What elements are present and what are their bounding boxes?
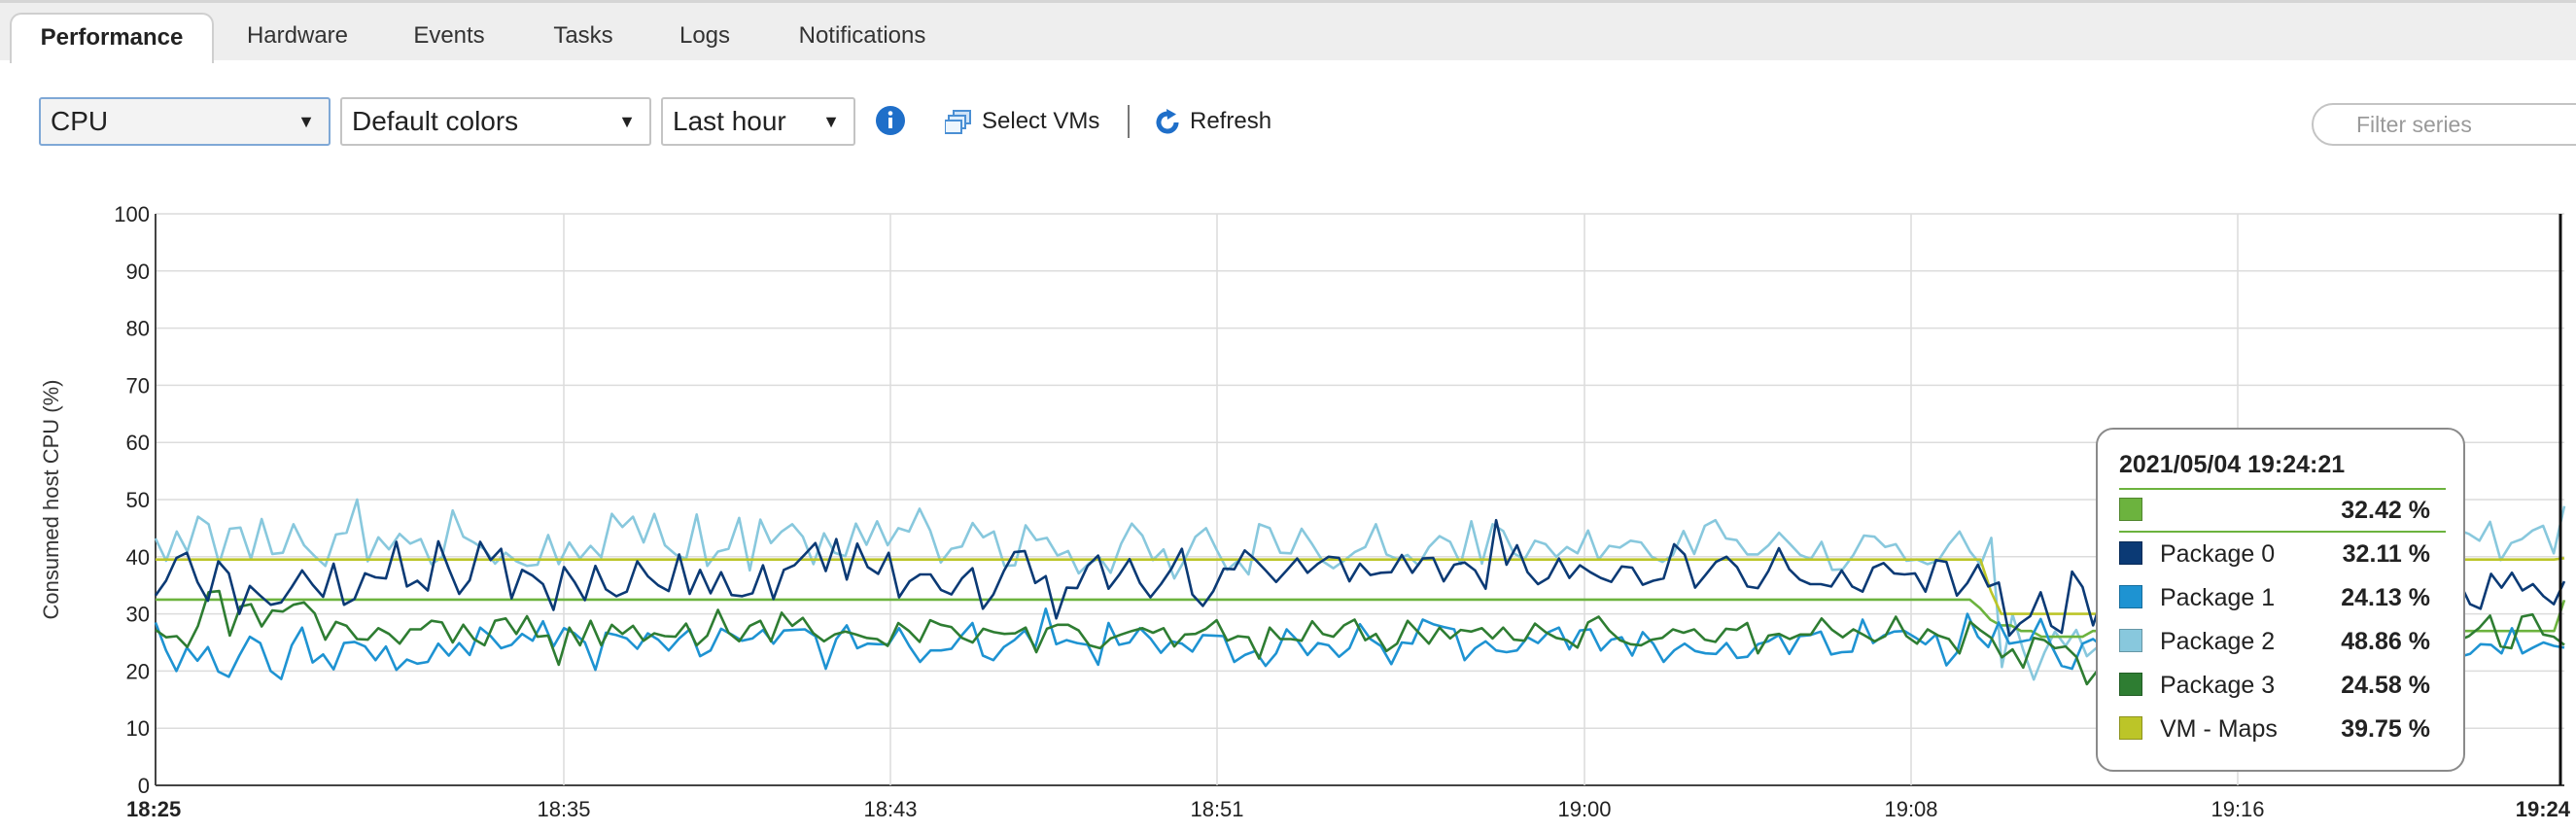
y-tick-label: 100: [114, 202, 150, 226]
toolbar-separator: [1128, 105, 1130, 138]
y-tick-label: 10: [126, 716, 150, 741]
tooltip-timestamp: 2021/05/04 19:24:21: [2119, 451, 2346, 478]
series-swatch: [2119, 541, 2142, 565]
y-tick-label: 70: [126, 373, 150, 398]
x-tick-label: 18:25: [126, 797, 181, 821]
series-swatch: [2119, 585, 2142, 608]
metric-select[interactable]: CPU ▼: [39, 97, 331, 146]
tab-logs[interactable]: Logs: [679, 22, 731, 49]
series-value: 32.11 %: [2342, 540, 2430, 568]
colors-select[interactable]: Default colors ▼: [340, 97, 651, 146]
chart-axes: 0 10 20 30 40 50 60 70 80 90 100 18:25 18:35 18:43 18:…: [114, 202, 2570, 821]
series-name: Package 3: [2160, 672, 2276, 699]
y-tick-label: 80: [126, 317, 150, 341]
series-value: 39.75 %: [2341, 715, 2430, 743]
x-tick-label: 18:51: [1190, 797, 1243, 821]
y-tick-label: 40: [126, 545, 150, 570]
tooltip-divider: [2119, 531, 2446, 533]
y-tick-label: 60: [126, 431, 150, 455]
series-name: Package 2: [2160, 628, 2276, 655]
chart-toolbar: CPU ▼ Default colors ▼ Last hour ▼ Selec…: [0, 60, 2576, 187]
series-swatch: [2119, 673, 2142, 696]
y-tick-label: 50: [126, 488, 150, 512]
tab-tasks[interactable]: Tasks: [553, 22, 613, 49]
refresh-label: Refresh: [1190, 108, 1272, 134]
x-tick-label: 19:08: [1884, 797, 1937, 821]
tab-performance[interactable]: Performance: [10, 13, 214, 63]
y-tick-label: 0: [138, 774, 150, 798]
range-select[interactable]: Last hour ▼: [661, 97, 855, 146]
y-tick-label: 30: [126, 603, 150, 627]
chart-tooltip: 2021/05/04 19:24:21 32.42 % Package 0 32…: [2096, 428, 2465, 772]
y-axis-label: Consumed host CPU (%): [39, 380, 63, 620]
x-tick-label: 18:43: [863, 797, 917, 821]
series-value: 24.58 %: [2341, 672, 2430, 699]
series-value: 24.13 %: [2341, 584, 2430, 611]
series-value: 32.42 %: [2341, 497, 2430, 524]
tooltip-row: Package 0 32.11 %: [2119, 539, 2450, 569]
metric-select-value: CPU: [51, 106, 109, 136]
tooltip-row: Package 2 48.86 %: [2119, 627, 2450, 656]
refresh-icon: [1156, 108, 1179, 134]
tab-events[interactable]: Events: [413, 22, 485, 49]
series-swatch: [2119, 498, 2142, 521]
tab-notifications[interactable]: Notifications: [798, 22, 926, 49]
x-tick-label: 18:35: [537, 797, 590, 821]
chevron-down-icon: ▼: [618, 112, 636, 131]
tooltip-row: Package 1 24.13 %: [2119, 583, 2450, 612]
tooltip-divider: [2119, 488, 2446, 490]
x-tick-label: 19:24: [2516, 797, 2571, 821]
info-icon[interactable]: [875, 105, 906, 136]
refresh-button[interactable]: Refresh: [1153, 107, 1271, 137]
series-swatch: [2119, 716, 2142, 740]
colors-select-value: Default colors: [352, 106, 519, 136]
y-tick-label: 90: [126, 260, 150, 284]
tooltip-row: VM - Maps 39.75 %: [2119, 714, 2450, 744]
tooltip-row: 32.42 %: [2119, 496, 2450, 525]
x-tick-label: 19:16: [2210, 797, 2264, 821]
tab-bar: Performance Hardware Events Tasks Logs N…: [0, 0, 2576, 63]
tooltip-row: Package 3 24.58 %: [2119, 671, 2450, 700]
series-swatch: [2119, 629, 2142, 652]
chevron-down-icon: ▼: [297, 112, 315, 131]
select-vms-button[interactable]: Select VMs: [944, 107, 1100, 136]
y-tick-label: 20: [126, 659, 150, 683]
chevron-down-icon: ▼: [822, 112, 840, 131]
series-value: 48.86 %: [2341, 628, 2430, 655]
series-name: VM - Maps: [2160, 715, 2278, 743]
x-tick-label: 19:00: [1557, 797, 1611, 821]
tab-hardware[interactable]: Hardware: [246, 22, 349, 49]
filter-series-input[interactable]: [2312, 103, 2576, 146]
series-name: Package 0: [2160, 540, 2276, 568]
range-select-value: Last hour: [673, 106, 786, 136]
vm-stack-icon: [944, 109, 971, 134]
select-vms-label: Select VMs: [982, 108, 1100, 134]
series-name: Package 1: [2160, 584, 2276, 611]
